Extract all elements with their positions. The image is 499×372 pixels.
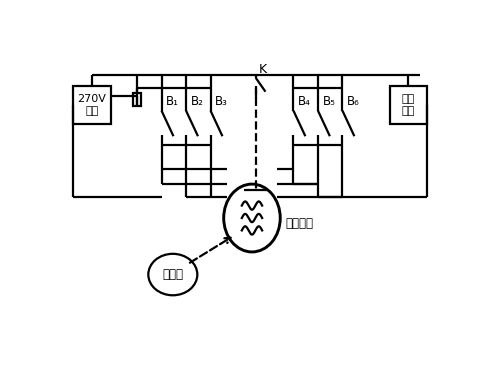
Text: B₁: B₁: [166, 95, 179, 108]
Ellipse shape: [224, 184, 280, 252]
Bar: [73, 86, 111, 124]
Ellipse shape: [148, 254, 197, 295]
Text: B₂: B₂: [191, 95, 204, 108]
Text: B₅: B₅: [322, 95, 335, 108]
Text: 异步电机: 异步电机: [286, 217, 314, 230]
Bar: [390, 86, 427, 124]
Text: B₄: B₄: [298, 95, 311, 108]
Text: B₆: B₆: [347, 95, 360, 108]
Text: B₃: B₃: [215, 95, 228, 108]
Text: 发动机: 发动机: [162, 268, 183, 281]
Text: 起动
电源: 起动 电源: [402, 94, 415, 116]
Text: 270V
负载: 270V 负载: [77, 94, 106, 116]
Text: K: K: [259, 64, 267, 77]
Bar: [133, 93, 141, 106]
